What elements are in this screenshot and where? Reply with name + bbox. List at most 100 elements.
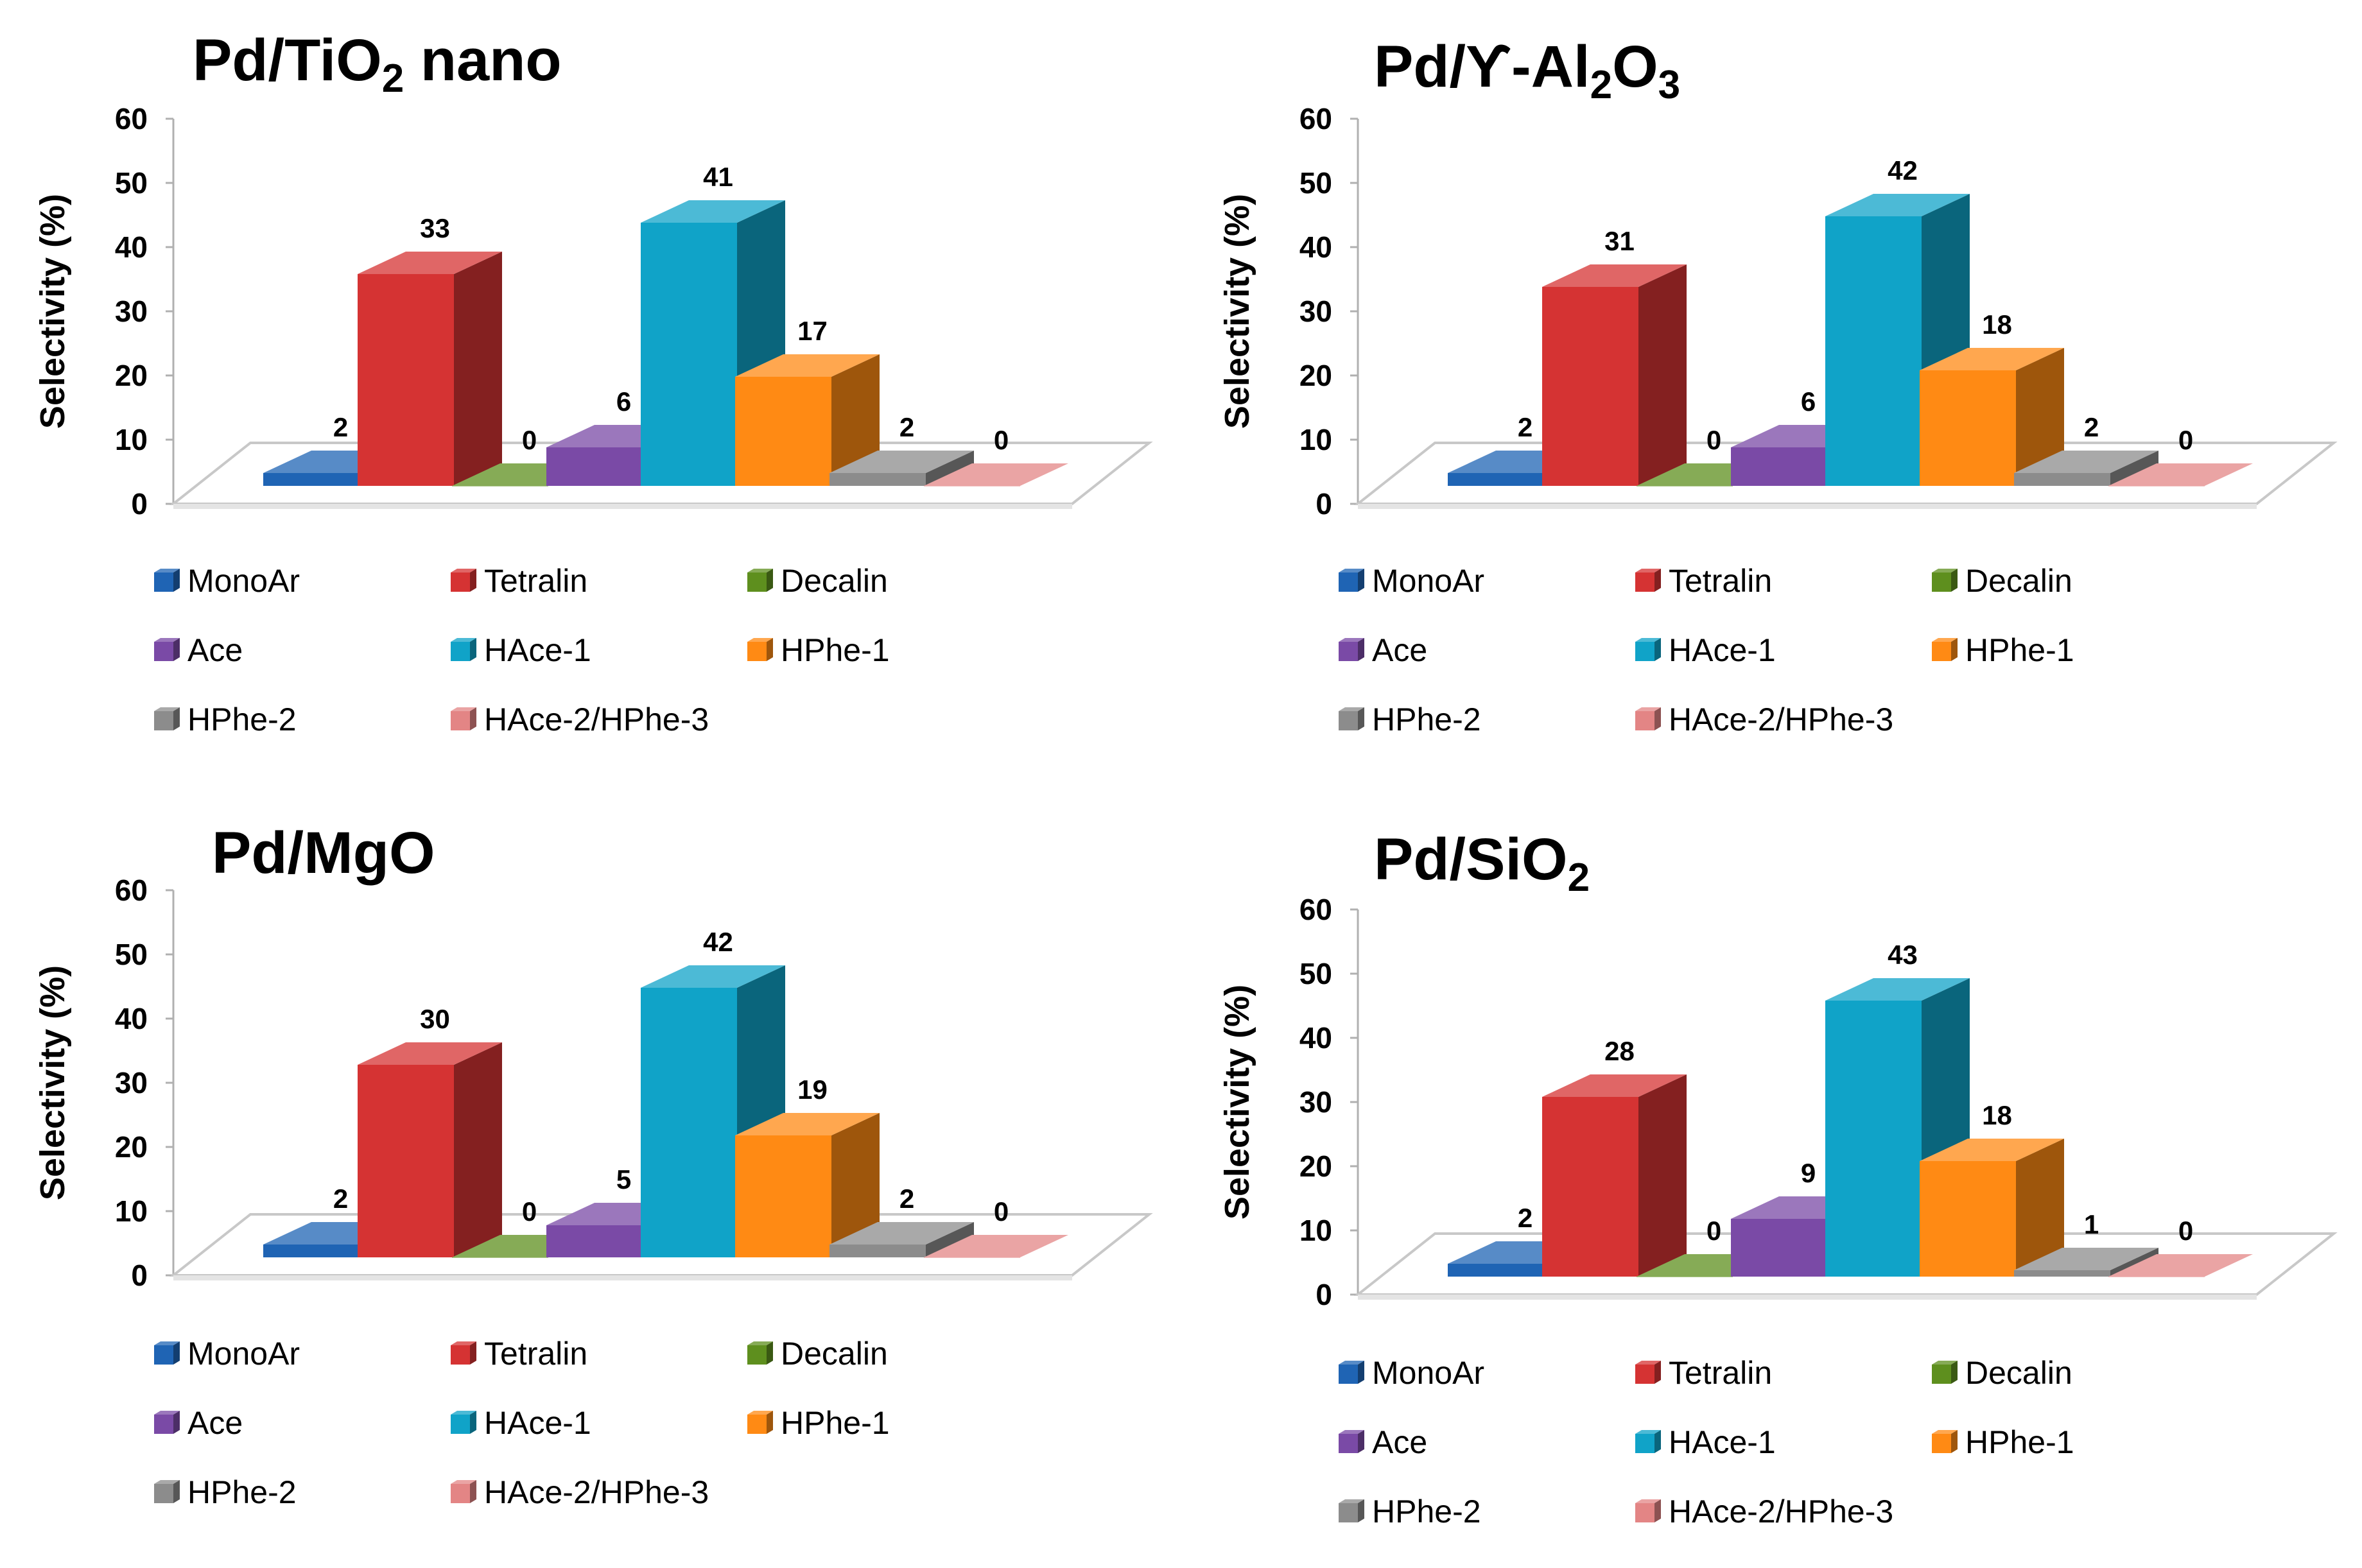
data-label-hphe-2: 1 xyxy=(2084,1209,2099,1239)
bar-side-hphe-1 xyxy=(831,1113,880,1257)
legend-label-hace-2-hphe-3: HAce-2/HPhe-3 xyxy=(484,702,709,737)
legend-label-hace-2-hphe-3: HAce-2/HPhe-3 xyxy=(1669,1494,1893,1529)
bar-front-hphe-2 xyxy=(2014,1270,2110,1277)
bar-side-tetralin xyxy=(454,1042,502,1257)
legend-label-hphe-2: HPhe-2 xyxy=(1372,1494,1481,1529)
legend-swatch-side xyxy=(1951,1361,1958,1384)
data-label-hphe-1: 17 xyxy=(797,316,828,346)
bar-front-hphe-1 xyxy=(735,377,831,486)
legend-swatch-side xyxy=(1654,569,1661,592)
legend-swatch-top xyxy=(154,707,180,711)
legend-label-ace: Ace xyxy=(1372,1424,1427,1460)
legend-item-ace: Ace xyxy=(154,632,243,668)
legend-swatch-hace-2-hphe-3 xyxy=(1635,711,1654,730)
legend-item-monoar: MonoAr xyxy=(154,563,300,599)
legend-swatch-top xyxy=(1339,1499,1364,1503)
bar-side-hphe-2 xyxy=(2110,1248,2158,1277)
bar-top-hphe-2 xyxy=(2014,451,2158,473)
y-tick-label: 0 xyxy=(1316,487,1332,521)
legend-item-hphe-2: HPhe-2 xyxy=(1339,702,1481,737)
y-tick-label: 30 xyxy=(115,295,148,328)
bar-front-ace xyxy=(1731,1219,1827,1277)
legend-label-ace: Ace xyxy=(187,1405,243,1441)
legend-swatch-top xyxy=(1339,1361,1364,1365)
legend-swatch-side xyxy=(173,1411,180,1434)
bar-side-hphe-2 xyxy=(2110,451,2158,486)
legend-swatch-ace xyxy=(154,642,173,661)
legend-label-decalin: Decalin xyxy=(781,563,888,599)
bar-top-tetralin xyxy=(1542,264,1687,287)
legend-swatch-hphe-2 xyxy=(1339,711,1358,730)
data-label-hphe-1: 18 xyxy=(1982,309,2012,340)
legend-item-hace-1: HAce-1 xyxy=(1635,632,1776,668)
legend-swatch-side xyxy=(767,1341,773,1365)
bar-front-tetralin xyxy=(358,274,454,486)
legend-label-hace-1: HAce-1 xyxy=(484,1405,591,1441)
legend-label-hphe-1: HPhe-1 xyxy=(781,632,890,668)
legend-swatch-top xyxy=(451,707,476,711)
y-axis-label: Selectivity (%) xyxy=(33,194,72,429)
legend-item-monoar: MonoAr xyxy=(1339,563,1484,599)
legend-label-hphe-1: HPhe-1 xyxy=(781,1405,890,1441)
data-label-decalin: 0 xyxy=(522,425,537,455)
legend-item-ace: Ace xyxy=(1339,1424,1427,1460)
legend-label-tetralin: Tetralin xyxy=(1669,1355,1772,1391)
data-label-decalin: 0 xyxy=(522,1196,537,1227)
legend-swatch-side xyxy=(173,569,180,592)
legend-label-hphe-1: HPhe-1 xyxy=(1965,1424,2074,1460)
data-label-tetralin: 28 xyxy=(1604,1036,1635,1066)
data-label-hace-2-hphe-3: 0 xyxy=(2178,425,2193,455)
legend-item-decalin: Decalin xyxy=(747,563,888,599)
legend-item-hace-1: HAce-1 xyxy=(1635,1424,1776,1460)
legend-swatch-top xyxy=(1635,1499,1661,1503)
bar-top-hace-2-hphe-3 xyxy=(2108,1254,2253,1277)
data-label-monoar: 2 xyxy=(1518,1203,1533,1233)
y-tick-label: 10 xyxy=(1299,1214,1332,1247)
legend-label-ace: Ace xyxy=(1372,632,1427,668)
bar-hphe-1 xyxy=(735,1113,880,1257)
legend-swatch-top xyxy=(1339,638,1364,642)
legend-swatch-side xyxy=(173,707,180,730)
bar-front-hphe-2 xyxy=(2014,473,2110,486)
data-label-hace-2-hphe-3: 0 xyxy=(2178,1216,2193,1246)
legend-item-hphe-2: HPhe-2 xyxy=(1339,1494,1481,1529)
bar-front-decalin xyxy=(1637,486,1733,487)
legend-item-ace: Ace xyxy=(1339,632,1427,668)
legend-item-decalin: Decalin xyxy=(747,1336,888,1372)
legend-item-hphe-1: HPhe-1 xyxy=(747,632,890,668)
legend-swatch-side xyxy=(470,1341,476,1365)
legend-swatch-hphe-1 xyxy=(747,642,767,661)
bar-side-hphe-1 xyxy=(831,354,880,486)
bar-side-tetralin xyxy=(454,252,502,486)
bar-hace-2-hphe-3 xyxy=(924,1235,1068,1258)
y-tick-label: 30 xyxy=(1299,295,1332,328)
legend-swatch-top xyxy=(451,1480,476,1484)
data-label-decalin: 0 xyxy=(1706,425,1721,455)
legend-swatch-hphe-2 xyxy=(154,711,173,730)
bar-front-hace-1 xyxy=(641,223,737,486)
bar-top-hace-2-hphe-3 xyxy=(2108,463,2253,486)
chart-floor-edge xyxy=(1358,504,2257,509)
y-tick-label: 0 xyxy=(1316,1278,1332,1311)
legend-swatch-side xyxy=(1358,569,1364,592)
y-tick-label: 50 xyxy=(115,166,148,200)
legend-swatch-hphe-2 xyxy=(154,1484,173,1503)
legend-swatch-top xyxy=(154,1411,180,1415)
data-label-hace-1: 42 xyxy=(1888,155,1918,185)
y-tick-label: 20 xyxy=(1299,1150,1332,1183)
legend-swatch-hace-1 xyxy=(1635,1434,1654,1453)
y-tick-label: 60 xyxy=(115,102,148,135)
bar-front-hace-2-hphe-3 xyxy=(924,1257,1020,1258)
chart-title-pd-al2o3: Pd/ϒ-Al2O3 xyxy=(1374,34,1680,107)
bar-tetralin xyxy=(1542,264,1687,486)
legend-item-hphe-2: HPhe-2 xyxy=(154,1474,297,1510)
bar-front-ace xyxy=(1731,447,1827,486)
bar-front-hphe-1 xyxy=(1920,1161,2016,1277)
legend-item-hace-2-hphe-3: HAce-2/HPhe-3 xyxy=(1635,702,1893,737)
legend-swatch-hace-1 xyxy=(1635,642,1654,661)
legend-swatch-side xyxy=(1358,1361,1364,1384)
y-tick-label: 40 xyxy=(1299,230,1332,264)
y-tick-label: 10 xyxy=(1299,423,1332,456)
